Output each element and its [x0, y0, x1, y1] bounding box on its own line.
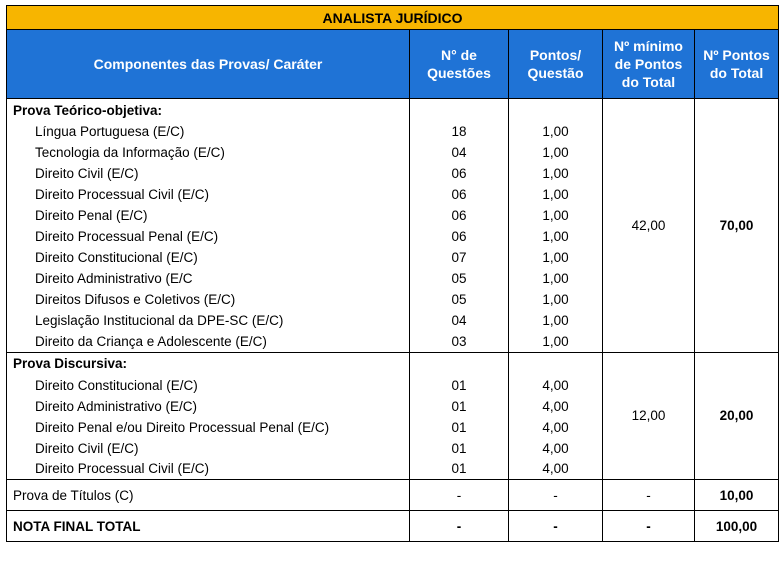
- points-per-question: 4,00: [508, 416, 603, 438]
- question-count: 06: [409, 184, 509, 205]
- question-count: 06: [409, 226, 509, 247]
- header-row: Componentes das Provas/ Caráter N° de Que…: [6, 29, 780, 99]
- section-title: Prova Teórico-objetiva:: [6, 98, 410, 121]
- section-title-row: Prova Teórico-objetiva: 42,00 70,00: [6, 98, 780, 353]
- header-points: Pontos/Questão: [508, 29, 603, 99]
- component-name: Direito Constitucional (E/C): [6, 247, 410, 268]
- total-points: 100,00: [693, 510, 780, 542]
- title-row: ANALISTA JURÍDICO: [5, 5, 780, 30]
- table-row: Direito Penal (E/C) 06 1,00: [6, 205, 779, 226]
- question-count: 07: [409, 247, 509, 268]
- table-row: Direito Administrativo (E/C) 01 4,00: [6, 395, 779, 417]
- component-name: Direito da Criança e Adolescente (E/C): [6, 331, 410, 353]
- scores-table: ANALISTA JURÍDICO Componentes das Provas…: [5, 5, 780, 542]
- empty-cell: [508, 351, 603, 375]
- points-per-question: 1,00: [508, 331, 603, 353]
- points-per-question: 1,00: [508, 163, 603, 184]
- header-components: Componentes das Provas/ Caráter: [6, 29, 410, 99]
- component-name: Direitos Difusos e Coletivos (E/C): [6, 289, 410, 310]
- points-per-question: 1,00: [508, 184, 603, 205]
- component-name: NOTA FINAL TOTAL: [6, 510, 410, 542]
- total-points: 70,00: [693, 98, 780, 353]
- component-name: Direito Administrativo (E/C): [6, 395, 410, 417]
- question-count: 18: [409, 121, 509, 142]
- component-name: Direito Civil (E/C): [6, 437, 410, 459]
- points-per-question: -: [508, 510, 603, 542]
- table-row: Direito Processual Civil (E/C) 06 1,00: [6, 184, 779, 205]
- component-name: Legislação Institucional da DPE-SC (E/C): [6, 310, 410, 331]
- component-name: Direito Constitucional (E/C): [6, 374, 410, 396]
- header-questions: N° de Questões: [409, 29, 509, 99]
- points-per-question: 1,00: [508, 289, 603, 310]
- question-count: 01: [409, 437, 509, 459]
- minimum-points: -: [602, 479, 695, 511]
- minimum-points: -: [602, 510, 695, 542]
- component-name: Direito Processual Penal (E/C): [6, 226, 410, 247]
- section-title: Prova Discursiva:: [6, 351, 410, 375]
- question-count: 04: [409, 310, 509, 331]
- points-per-question: 1,00: [508, 247, 603, 268]
- table-title: ANALISTA JURÍDICO: [5, 5, 780, 30]
- table-row: Direito Constitucional (E/C) 01 4,00: [6, 374, 779, 396]
- question-count: 01: [409, 395, 509, 417]
- table-row: Direitos Difusos e Coletivos (E/C) 05 1,00: [6, 289, 779, 310]
- table-row: Direito Civil (E/C) 06 1,00: [6, 163, 779, 184]
- points-per-question: 1,00: [508, 205, 603, 226]
- points-per-question: 4,00: [508, 374, 603, 396]
- table-row: Direito Civil (E/C) 01 4,00: [6, 437, 779, 459]
- empty-cell: [409, 351, 509, 375]
- points-per-question: 4,00: [508, 458, 603, 480]
- table-row: Língua Portuguesa (E/C) 18 1,00: [6, 121, 779, 142]
- table-row: Direito Constitucional (E/C) 07 1,00: [6, 247, 779, 268]
- question-count: 01: [409, 458, 509, 480]
- points-per-question: 4,00: [508, 437, 603, 459]
- component-name: Direito Processual Civil (E/C): [6, 458, 410, 480]
- table-row: Direito da Criança e Adolescente (E/C) 03…: [6, 331, 779, 353]
- component-name: Direito Processual Civil (E/C): [6, 184, 410, 205]
- table-row: Tecnologia da Informação (E/C) 04 1,00: [6, 142, 779, 163]
- component-name: Língua Portuguesa (E/C): [6, 121, 410, 142]
- question-count: -: [409, 479, 509, 511]
- component-name: Direito Civil (E/C): [6, 163, 410, 184]
- table-row: Legislação Institucional da DPE-SC (E/C)…: [6, 310, 779, 331]
- section-title-row: Prova Discursiva: 12,00 20,00: [6, 351, 780, 480]
- minimum-points: 12,00: [602, 351, 695, 480]
- points-per-question: 1,00: [508, 310, 603, 331]
- table-row: Direito Administrativo (E/C 05 1,00: [6, 268, 779, 289]
- component-name: Direito Penal (E/C): [6, 205, 410, 226]
- total-points: 20,00: [693, 351, 780, 480]
- points-per-question: 4,00: [508, 395, 603, 417]
- question-count: 01: [409, 374, 509, 396]
- table-row: Direito Penal e/ou Direito Processual Pe…: [6, 416, 779, 438]
- final-row: NOTA FINAL TOTAL - - -100,00: [6, 510, 780, 542]
- component-name: Direito Administrativo (E/C: [6, 268, 410, 289]
- component-name: Tecnologia da Informação (E/C): [6, 142, 410, 163]
- component-name: Direito Penal e/ou Direito Processual Pe…: [6, 416, 410, 438]
- question-count: 06: [409, 163, 509, 184]
- question-count: 01: [409, 416, 509, 438]
- empty-cell: [409, 98, 509, 121]
- empty-cell: [508, 98, 603, 121]
- table-row: Direito Processual Civil (E/C) 01 4,00: [6, 458, 779, 480]
- total-points: 10,00: [693, 479, 780, 511]
- header-total: Nº Pontos do Total: [693, 29, 780, 99]
- points-per-question: 1,00: [508, 121, 603, 142]
- titulos-row: Prova de Títulos (C) - - -10,00: [6, 479, 780, 511]
- points-per-question: 1,00: [508, 268, 603, 289]
- table-row: Direito Processual Penal (E/C) 06 1,00: [6, 226, 779, 247]
- question-count: 03: [409, 331, 509, 353]
- question-count: 04: [409, 142, 509, 163]
- question-count: 05: [409, 268, 509, 289]
- question-count: 06: [409, 205, 509, 226]
- question-count: 05: [409, 289, 509, 310]
- points-per-question: 1,00: [508, 226, 603, 247]
- points-per-question: -: [508, 479, 603, 511]
- component-name: Prova de Títulos (C): [6, 479, 410, 511]
- minimum-points: 42,00: [602, 98, 695, 353]
- header-minimum: Nº mínimo de Pontos do Total: [602, 29, 695, 99]
- points-per-question: 1,00: [508, 142, 603, 163]
- question-count: -: [409, 510, 509, 542]
